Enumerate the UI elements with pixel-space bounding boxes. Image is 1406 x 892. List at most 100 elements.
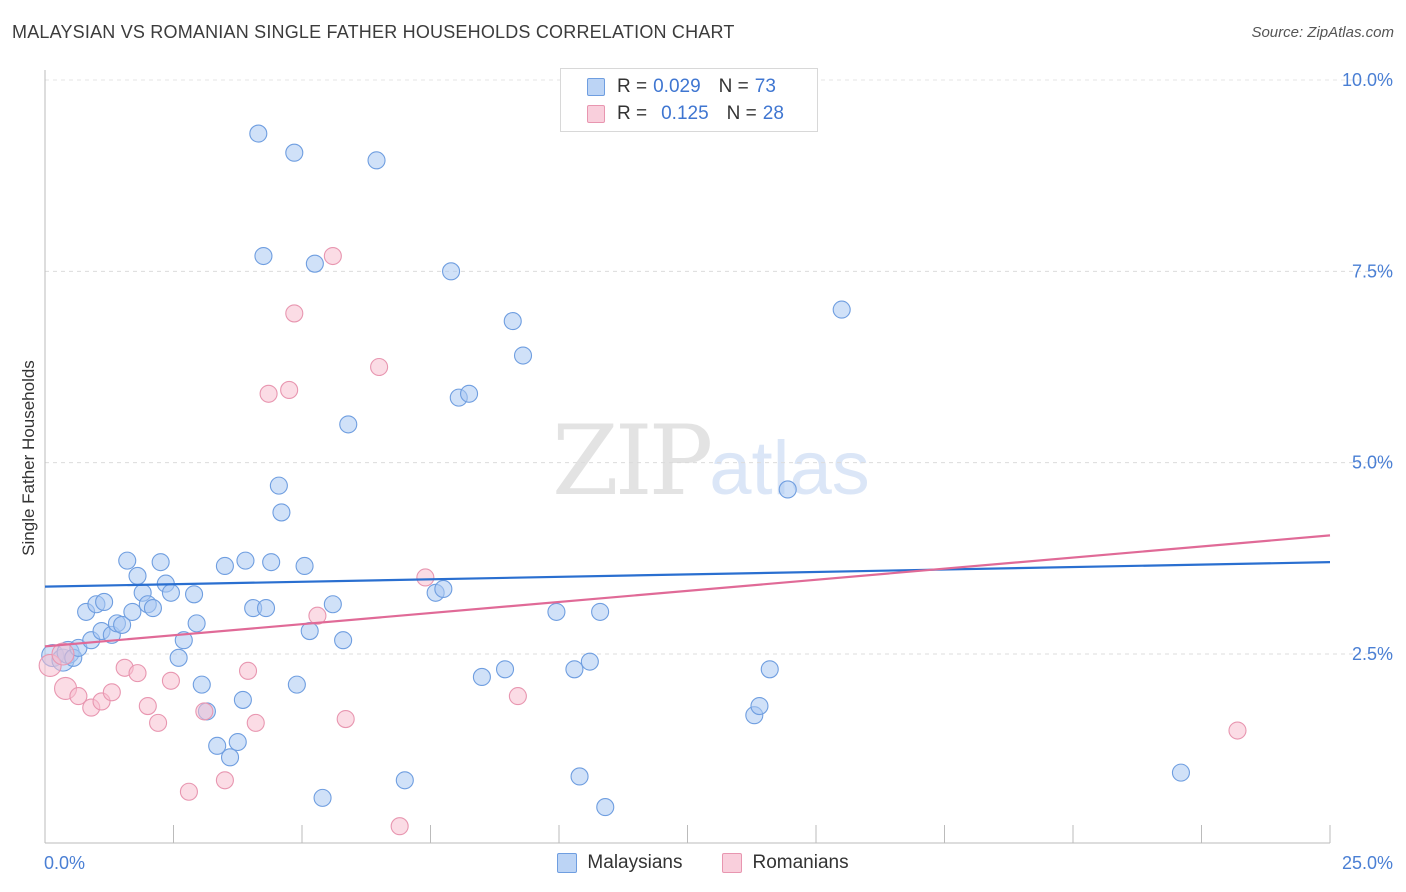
malaysian-trend-line [44,561,1331,588]
romanian-trend-line [44,534,1331,648]
romanian-point [323,246,342,266]
series-legend-romanians[interactable]: Romanians [722,852,849,874]
series-swatch-blue [557,853,578,873]
malaysian-point [367,151,386,170]
malaysian-point [128,566,147,585]
malaysian-point [832,300,851,319]
malaysian-point [287,675,306,694]
malaysian-point [161,583,180,602]
romanian-point [215,771,234,790]
malaysian-point [305,254,324,273]
y-tick-label: 5.0% [1352,453,1393,473]
malaysian-point [591,602,610,621]
romanian-point [128,664,147,683]
romanian-point [390,817,409,836]
malaysian-point [434,579,453,598]
malaysian-point [565,660,584,679]
malaysian-point [547,602,566,621]
malaysian-point [580,652,599,671]
malaysian-point [1171,763,1190,782]
romanian-point [161,671,180,690]
legend-n-value: 73 [754,76,776,97]
tick-labels: 10.0% 7.5% 5.0% 2.5% 0.0% 25.0% [44,70,1393,873]
malaysian-point [249,124,268,143]
romanian-point [508,687,527,706]
malaysian-point [95,592,114,612]
romanian-point [1228,721,1247,740]
malaysian-point [778,480,797,499]
romanian-point [285,304,304,323]
malaysian-point [570,767,589,786]
romanian-point [370,357,389,377]
malaysian-point [313,788,332,807]
romanian-point [51,642,75,666]
malaysian-point [123,602,142,621]
legend-r-value: 0.029 [653,76,701,97]
romanian-point [102,683,121,702]
series-label-malaysians: Malaysians [587,852,683,873]
romanian-point [69,687,88,706]
watermark: ZIPatlas [552,405,870,517]
malaysian-point [760,660,779,679]
y-axis-label: Single Father Households [19,360,38,556]
malaysian-point [459,384,479,403]
y-tick-label: 7.5% [1352,261,1393,281]
malaysian-point [215,556,234,576]
x-tick-label: 0.0% [44,853,85,873]
malaysian-point [236,551,255,570]
malaysian-point [228,732,247,752]
y-tick-label: 2.5% [1352,644,1393,664]
malaysian-point [503,312,522,331]
malaysian-point [256,599,276,618]
malaysian-point [334,631,353,650]
malaysian-point [295,556,314,576]
romanian-point [246,713,265,732]
malaysian-point [442,262,461,281]
watermark-zip: ZIP [552,405,713,517]
legend-r-value: 0.125 [661,103,709,124]
malaysian-point [596,798,615,817]
source-credit: Source: ZipAtlas.com [1251,24,1394,41]
malaysian-point [272,503,291,522]
romanian-point [149,713,168,732]
romanian-point [336,710,355,729]
romanian-point [259,384,278,403]
romanian-point [416,568,435,587]
malaysian-point [143,599,162,618]
malaysian-point [472,667,491,687]
romanian-point [280,380,299,400]
romanian-point [308,606,327,625]
chart-title: MALAYSIAN VS ROMANIAN SINGLE FATHER HOUS… [12,22,735,42]
malaysian-point [233,690,252,709]
malaysian-point [323,595,342,614]
data-points [38,124,1247,836]
malaysian-point [513,346,533,365]
malaysian-point [113,615,132,634]
correlation-legend: R = 0.029 N = 73 R = 0.125 N = 28 [560,68,818,132]
legend-r-label: R = [617,103,648,124]
malaysian-point [495,660,515,679]
romanian-point [138,696,157,716]
legend-r-label: R = [617,76,648,97]
romanian-point [238,661,258,680]
malaysian-point [118,551,137,570]
series-label-romanians: Romanians [752,852,849,873]
legend-n-value: 28 [762,103,784,124]
legend-n-label: N = [726,103,757,124]
malaysian-point [169,648,188,667]
series-swatch-pink [722,853,743,873]
malaysian-point [395,771,414,790]
legend-n-label: N = [718,76,749,97]
legend-row-malaysians: R = 0.029 N = 73 [587,75,776,99]
trend-lines [44,534,1331,648]
y-tick-label: 10.0% [1342,70,1393,90]
series-legend-malaysians[interactable]: Malaysians [557,852,682,874]
x-tick-label: 25.0% [1342,853,1393,873]
romanian-point [179,782,198,801]
malaysian-point [262,553,281,572]
malaysian-point [220,748,240,767]
malaysian-point [185,585,204,604]
malaysian-point [269,476,288,495]
malaysian-point [187,614,206,633]
